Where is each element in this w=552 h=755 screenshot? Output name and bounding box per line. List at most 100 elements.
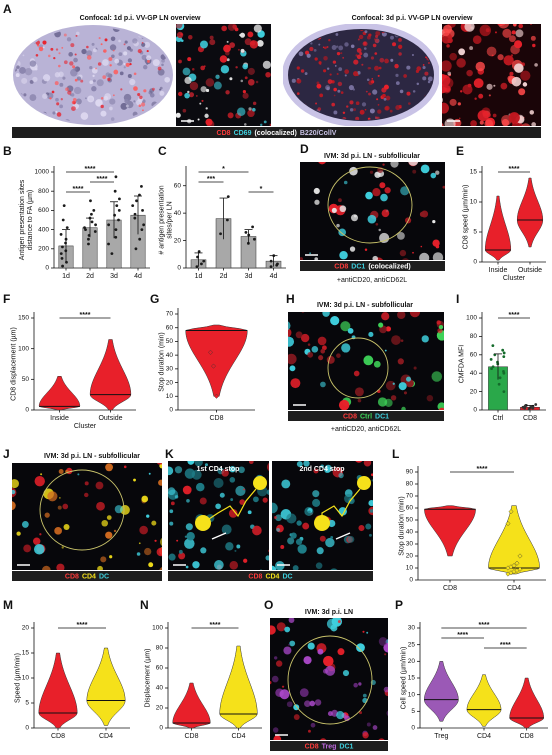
y-tick-label: 40 [174, 210, 182, 217]
cell [426, 394, 434, 402]
caption-part: CD8 [65, 573, 79, 580]
cell [144, 547, 152, 556]
cell [342, 669, 350, 677]
cell [235, 485, 246, 496]
cell [103, 95, 109, 101]
cell [377, 109, 382, 114]
significance-label: **** [97, 176, 108, 183]
cell [479, 120, 484, 125]
data-point [61, 245, 64, 249]
data-point [534, 403, 538, 406]
cell [188, 92, 195, 98]
cell [89, 65, 93, 70]
cell [127, 58, 133, 63]
cell [534, 63, 538, 67]
y-tick-label: 40 [470, 370, 478, 377]
caption-bar [270, 741, 388, 751]
cell [438, 407, 444, 410]
cell [288, 336, 295, 347]
x-tick-label: Inside [489, 267, 508, 274]
cell [364, 108, 367, 111]
cell [357, 398, 362, 403]
y-tick-label: 600 [38, 207, 49, 214]
cell [215, 503, 221, 510]
cell [347, 327, 354, 334]
cell [338, 399, 350, 410]
cell [22, 54, 25, 57]
cell [169, 509, 174, 514]
cell [360, 30, 364, 32]
cell [86, 55, 92, 60]
cell [385, 326, 392, 332]
y-tick-label: 60 [166, 324, 174, 331]
data-point [491, 344, 495, 347]
cell [368, 80, 374, 86]
cell [357, 38, 360, 41]
x-tick-label: CD8 [184, 733, 198, 740]
cell [276, 527, 280, 532]
y-tick-label: 100 [18, 345, 29, 352]
cell [275, 514, 282, 522]
image [288, 312, 444, 410]
cell [151, 87, 155, 91]
data-point [90, 212, 93, 216]
lymph-node [283, 24, 439, 126]
cell [372, 188, 381, 197]
panel-label: D [300, 142, 309, 156]
significance-label: **** [85, 166, 96, 173]
caption: CD8 DC1 (colocalized) [334, 263, 410, 270]
cell [318, 61, 322, 65]
cell [109, 98, 116, 105]
cell [72, 97, 77, 102]
cell [403, 74, 407, 78]
cell [384, 58, 389, 64]
cell [442, 185, 445, 189]
cell [203, 65, 206, 68]
cell [70, 43, 75, 48]
cell [182, 67, 191, 76]
cell [205, 88, 210, 93]
cell [50, 47, 54, 51]
y-tick-label: 60 [406, 505, 414, 512]
cell [75, 98, 82, 105]
data-point [64, 241, 67, 245]
cell [377, 103, 380, 106]
cell [460, 90, 463, 93]
cell [86, 50, 93, 57]
cell [296, 520, 302, 526]
cell [473, 78, 484, 89]
cell [23, 544, 32, 553]
cell [357, 476, 371, 490]
cell [137, 92, 141, 97]
cell [384, 105, 390, 111]
cell [101, 519, 109, 527]
cell [385, 95, 391, 101]
cell [398, 44, 403, 49]
cell [284, 626, 291, 633]
cell [192, 561, 200, 569]
y-tick-label: 20 [470, 388, 478, 395]
cell [324, 466, 331, 474]
cell [265, 71, 271, 78]
cell [129, 78, 136, 86]
cell [355, 116, 360, 120]
panel-label: M [3, 598, 13, 612]
cell [365, 191, 373, 200]
cell [449, 98, 457, 106]
cell [309, 252, 311, 255]
cell [72, 65, 76, 69]
cell [341, 343, 351, 353]
cell [362, 630, 365, 633]
data-point [505, 521, 511, 527]
cell [80, 79, 84, 83]
cell [422, 65, 426, 70]
cell [338, 67, 343, 72]
violin [185, 324, 248, 397]
cell [182, 485, 192, 495]
cell [356, 48, 362, 53]
cell [333, 110, 338, 115]
cell [195, 95, 198, 97]
y-tick-label: 20 [174, 237, 182, 244]
cell [529, 110, 535, 115]
cell [157, 68, 165, 76]
